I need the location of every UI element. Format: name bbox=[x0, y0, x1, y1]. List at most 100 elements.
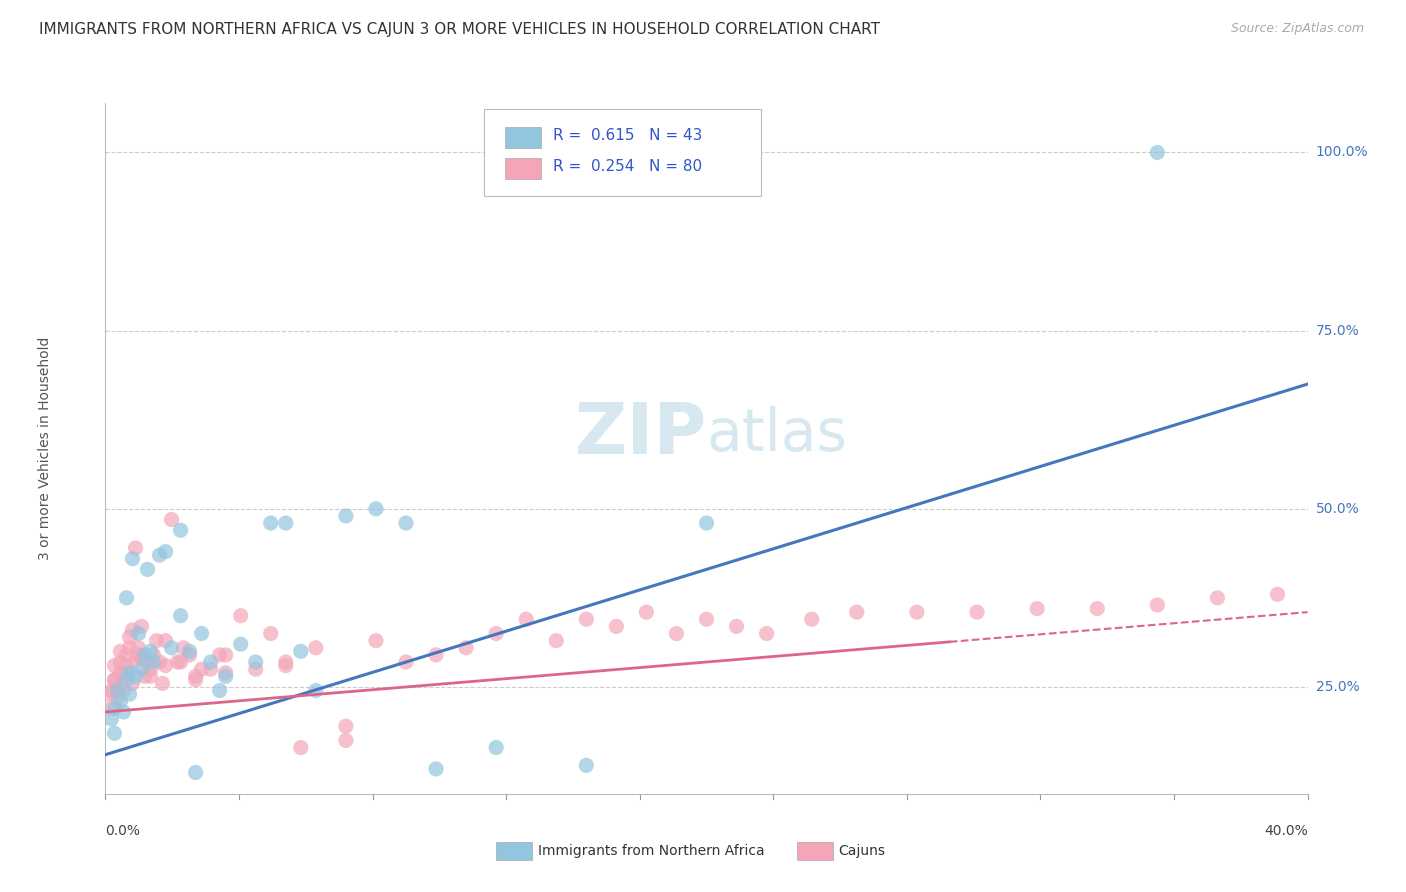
Point bbox=[128, 626, 150, 640]
Text: Cajuns: Cajuns bbox=[839, 844, 886, 858]
Point bbox=[110, 694, 132, 708]
Point bbox=[115, 658, 138, 673]
Point bbox=[905, 605, 928, 619]
Text: R =  0.615   N = 43: R = 0.615 N = 43 bbox=[553, 128, 702, 144]
Point bbox=[100, 683, 122, 698]
Point bbox=[636, 605, 658, 619]
Point bbox=[179, 648, 201, 662]
Bar bbox=[797, 842, 832, 860]
Point bbox=[155, 658, 177, 673]
Point bbox=[305, 683, 328, 698]
Point bbox=[142, 648, 165, 662]
Bar bbox=[496, 842, 533, 860]
Point bbox=[139, 644, 162, 658]
Point bbox=[546, 633, 568, 648]
Text: atlas: atlas bbox=[707, 406, 848, 463]
Point bbox=[115, 591, 138, 605]
Point bbox=[214, 648, 236, 662]
Point bbox=[800, 612, 823, 626]
Point bbox=[110, 665, 132, 680]
Point bbox=[115, 673, 138, 687]
Point bbox=[134, 648, 156, 662]
Point bbox=[229, 608, 252, 623]
Text: 100.0%: 100.0% bbox=[1316, 145, 1368, 160]
Point bbox=[124, 655, 146, 669]
Point bbox=[1267, 587, 1289, 601]
Point bbox=[169, 655, 191, 669]
Point bbox=[229, 637, 252, 651]
Point bbox=[128, 640, 150, 655]
Point bbox=[155, 544, 177, 558]
Point bbox=[395, 655, 418, 669]
Point bbox=[112, 705, 135, 719]
Point bbox=[103, 658, 125, 673]
Text: 40.0%: 40.0% bbox=[1264, 824, 1308, 838]
Text: IMMIGRANTS FROM NORTHERN AFRICA VS CAJUN 3 OR MORE VEHICLES IN HOUSEHOLD CORRELA: IMMIGRANTS FROM NORTHERN AFRICA VS CAJUN… bbox=[39, 22, 880, 37]
Point bbox=[200, 655, 222, 669]
Point bbox=[245, 655, 267, 669]
Point bbox=[112, 683, 135, 698]
Text: 50.0%: 50.0% bbox=[1316, 502, 1360, 516]
Point bbox=[173, 640, 195, 655]
Point bbox=[214, 669, 236, 683]
Point bbox=[166, 655, 188, 669]
Point bbox=[136, 562, 159, 576]
Point bbox=[190, 626, 212, 640]
Text: 0.0%: 0.0% bbox=[105, 824, 141, 838]
Point bbox=[1146, 145, 1168, 160]
Point bbox=[425, 762, 447, 776]
Point bbox=[425, 648, 447, 662]
Text: 3 or more Vehicles in Household: 3 or more Vehicles in Household bbox=[38, 336, 52, 560]
Point bbox=[121, 623, 143, 637]
Point bbox=[118, 665, 141, 680]
Point bbox=[118, 687, 141, 701]
Point bbox=[364, 633, 387, 648]
Bar bbox=[505, 158, 541, 178]
Point bbox=[575, 758, 598, 772]
Point bbox=[107, 683, 129, 698]
Point bbox=[290, 644, 312, 658]
Point bbox=[131, 662, 153, 676]
Point bbox=[290, 740, 312, 755]
Point bbox=[575, 612, 598, 626]
Point bbox=[184, 765, 207, 780]
Point bbox=[103, 673, 125, 687]
Point bbox=[121, 676, 143, 690]
Point bbox=[190, 662, 212, 676]
Point bbox=[112, 669, 135, 683]
Point bbox=[121, 551, 143, 566]
Point bbox=[1085, 601, 1108, 615]
Point bbox=[245, 662, 267, 676]
Point bbox=[103, 726, 125, 740]
Point bbox=[1146, 598, 1168, 612]
Text: 75.0%: 75.0% bbox=[1316, 324, 1360, 338]
Point bbox=[260, 516, 283, 530]
Point bbox=[454, 640, 477, 655]
Point bbox=[200, 662, 222, 676]
Point bbox=[1026, 601, 1049, 615]
Point bbox=[305, 640, 328, 655]
Point bbox=[696, 612, 718, 626]
Point bbox=[665, 626, 688, 640]
Point bbox=[128, 648, 150, 662]
Point bbox=[184, 669, 207, 683]
Point bbox=[169, 523, 191, 537]
Point bbox=[97, 687, 120, 701]
Point bbox=[335, 508, 357, 523]
Point bbox=[142, 655, 165, 669]
Point bbox=[110, 655, 132, 669]
Point bbox=[395, 516, 418, 530]
Point bbox=[136, 655, 159, 669]
Point bbox=[160, 640, 183, 655]
Point bbox=[148, 548, 170, 562]
Point bbox=[131, 619, 153, 633]
Point bbox=[966, 605, 988, 619]
Point bbox=[100, 712, 122, 726]
Point bbox=[107, 680, 129, 694]
Point bbox=[139, 669, 162, 683]
Point bbox=[139, 662, 162, 676]
Point bbox=[124, 541, 146, 555]
Point bbox=[214, 665, 236, 680]
Text: Immigrants from Northern Africa: Immigrants from Northern Africa bbox=[538, 844, 765, 858]
FancyBboxPatch shape bbox=[484, 110, 761, 196]
